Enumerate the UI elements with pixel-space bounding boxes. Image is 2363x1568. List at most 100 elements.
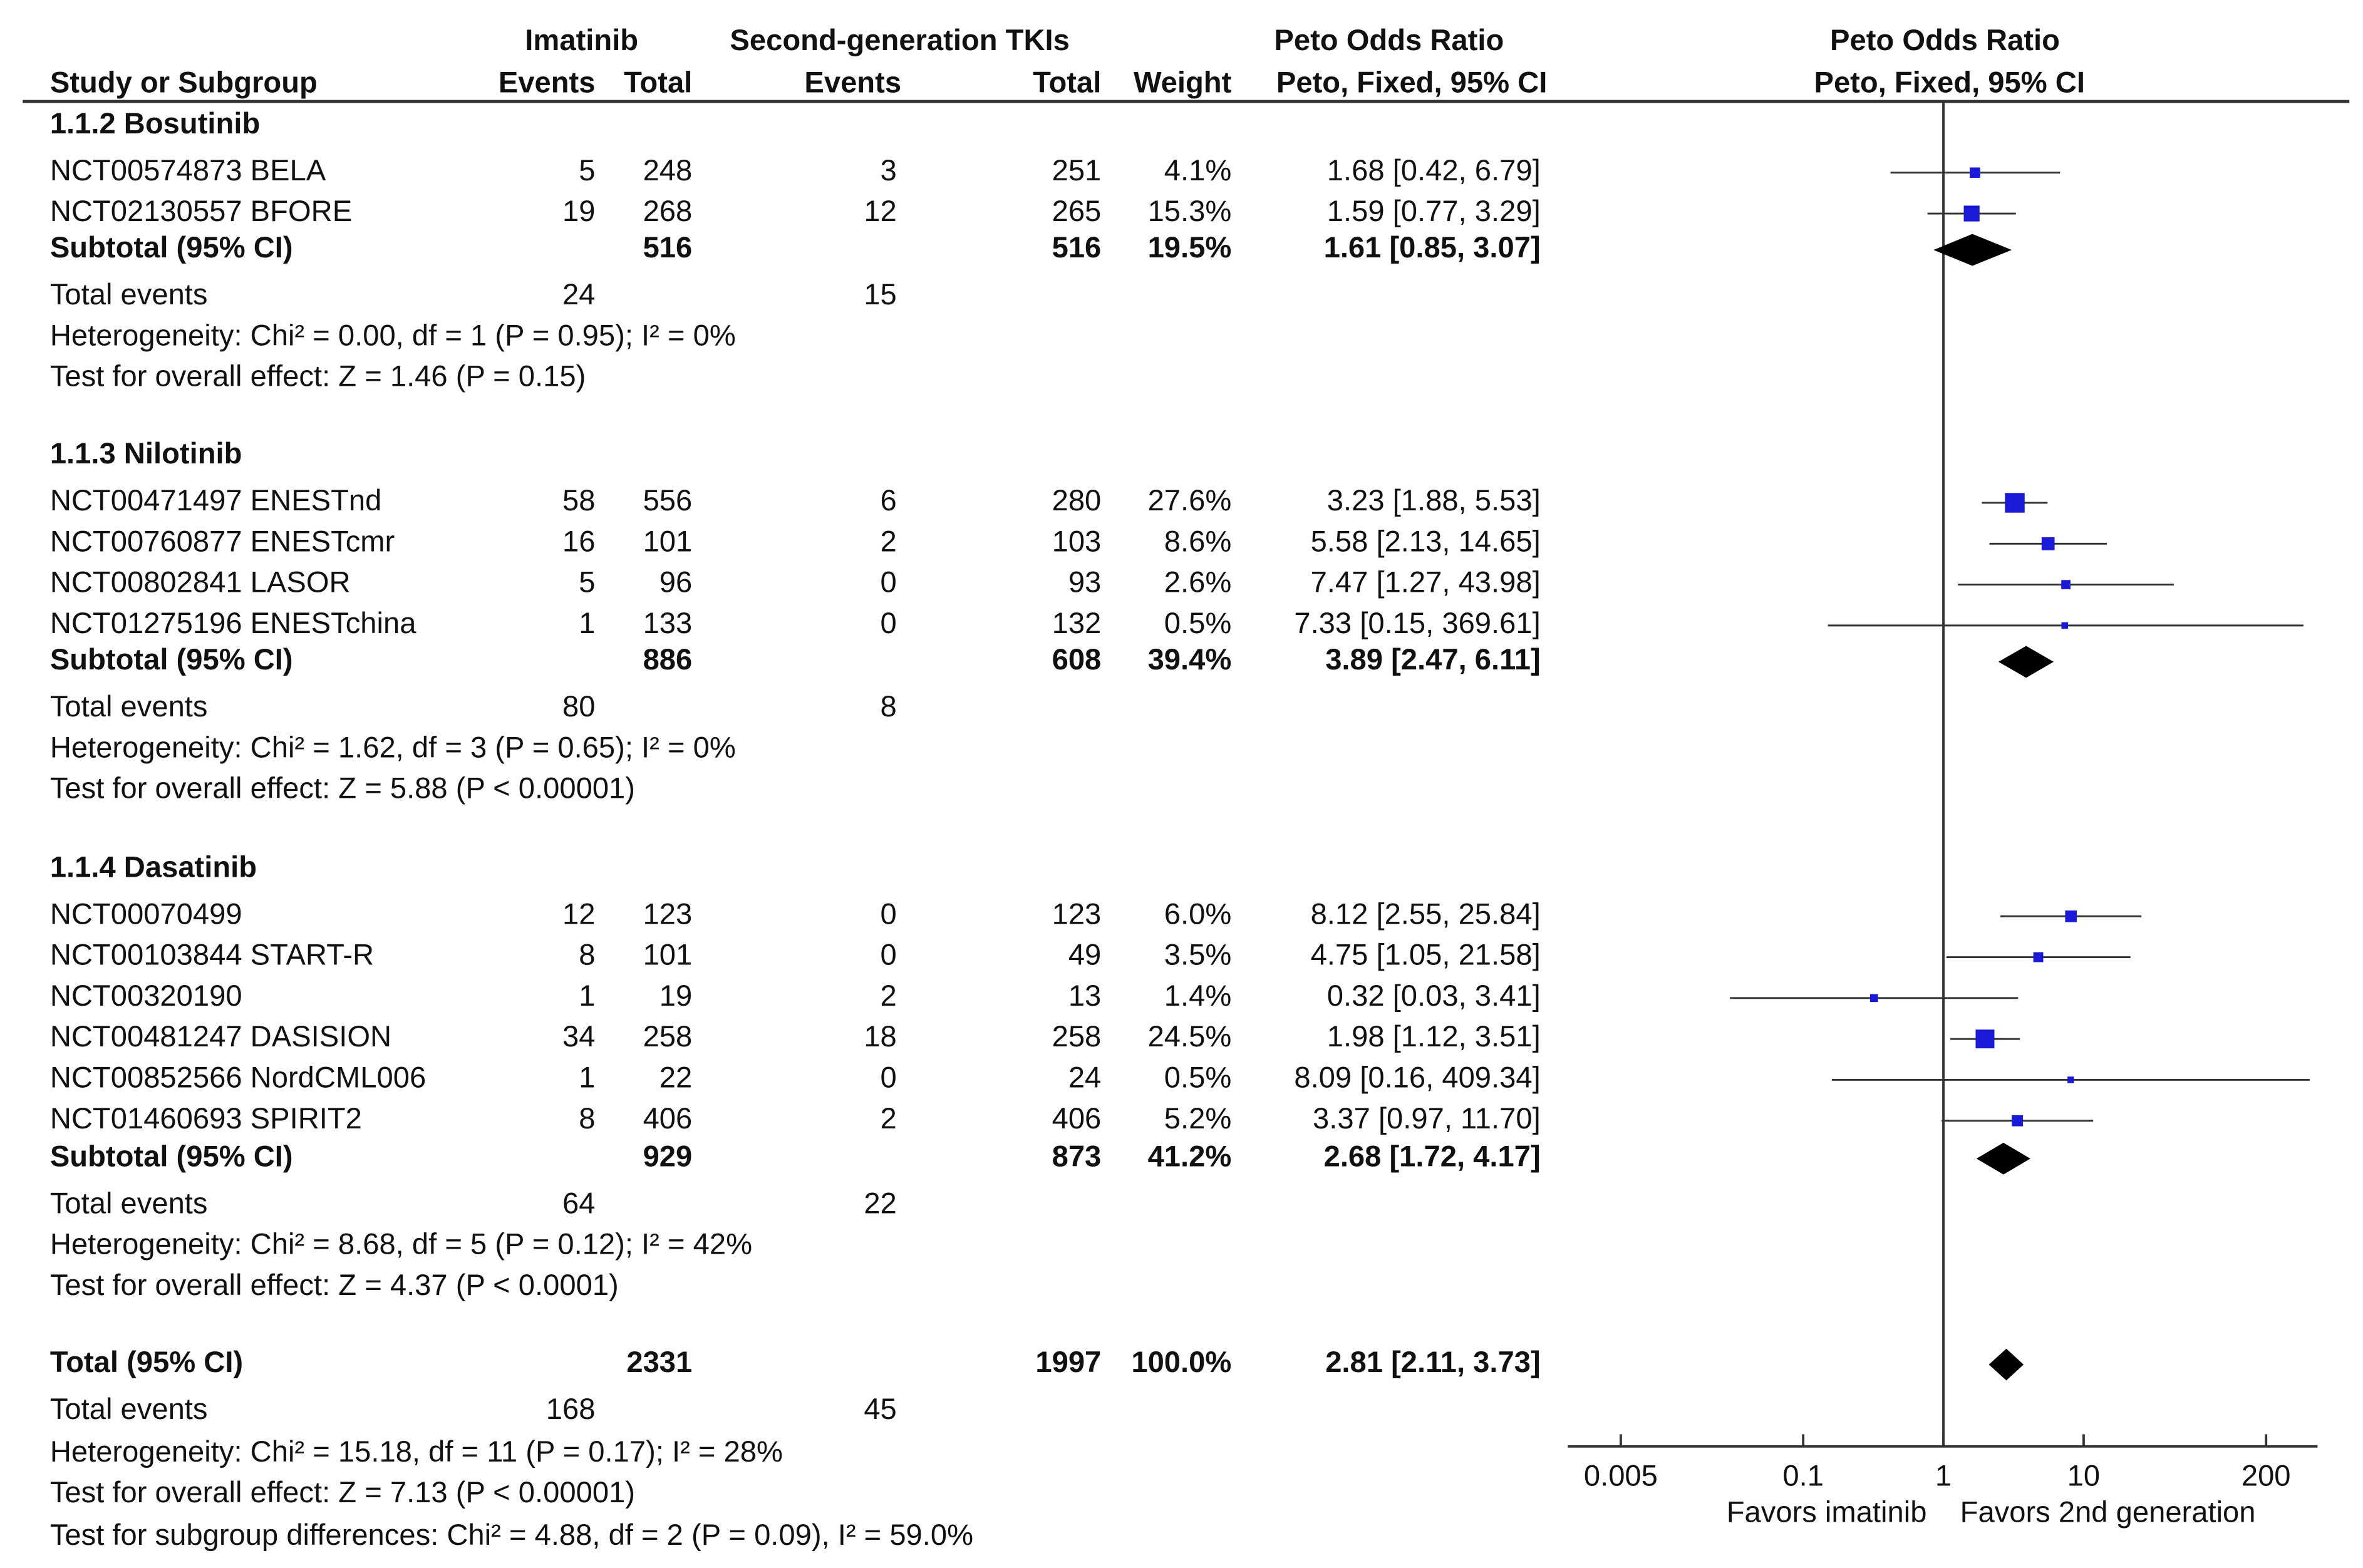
study-events1: 1 [579, 607, 596, 641]
study-total1: 556 [643, 484, 693, 518]
study-total2: 49 [1068, 939, 1102, 972]
study-events2: 12 [864, 195, 897, 229]
x-tick-label: 200 [2241, 1459, 2291, 1492]
study-point-square [2012, 1115, 2024, 1127]
study-name: NCT01275196 ENESTchina [49, 607, 416, 641]
study-weight: 15.3% [1147, 195, 1232, 229]
study-point-square [1963, 205, 1980, 222]
study-ci: 8.12 [2.55, 25.84] [1310, 898, 1541, 932]
study-events1: 8 [579, 1102, 596, 1136]
study-total2: 132 [1052, 607, 1102, 641]
study-total1: 133 [643, 607, 693, 641]
total-events2: 45 [864, 1393, 897, 1427]
subtotal-ci: 3.89 [2.47, 6.11] [1325, 643, 1541, 678]
study-name: NCT02130557 BFORE [49, 195, 353, 229]
subtotal-label: Subtotal (95% CI) [49, 232, 293, 266]
overall-effect-text: Test for overall effect: Z = 1.46 (P = 0… [49, 360, 586, 394]
total-events1: 24 [562, 279, 596, 312]
pooled-diamond [1933, 234, 2012, 266]
study-weight: 6.0% [1164, 898, 1232, 932]
study-point-square [2067, 1076, 2074, 1083]
total-events-label: Total events [49, 1187, 208, 1221]
total-ci: 2.81 [2.11, 3.73] [1325, 1346, 1541, 1380]
study-weight: 1.4% [1164, 979, 1232, 1014]
study-ci: 1.68 [0.42, 6.79] [1326, 154, 1541, 188]
subtotal-total2: 873 [1052, 1140, 1102, 1174]
study-events2: 18 [864, 1021, 897, 1055]
study-weight: 8.6% [1164, 525, 1232, 559]
study-total2: 24 [1068, 1061, 1102, 1095]
total-events2: 22 [864, 1187, 897, 1221]
pooled-diamond [1988, 1348, 2024, 1381]
study-ci: 8.09 [0.16, 409.34] [1294, 1061, 1541, 1095]
subtotal-total1: 929 [643, 1140, 693, 1174]
study-total2: 258 [1052, 1021, 1102, 1055]
pooled-diamond [1998, 646, 2054, 678]
total-events2: 8 [880, 690, 897, 725]
study-weight: 27.6% [1147, 484, 1232, 518]
study-total2: 123 [1052, 898, 1102, 932]
study-ci: 3.23 [1.88, 5.53] [1326, 484, 1541, 518]
header-total2: Total [1033, 66, 1102, 100]
total-label: Total (95% CI) [49, 1346, 244, 1380]
study-point-square [2041, 537, 2055, 550]
study-total1: 22 [659, 1061, 693, 1095]
study-weight: 4.1% [1164, 154, 1232, 188]
study-ci: 1.98 [1.12, 3.51] [1326, 1021, 1541, 1055]
study-events1: 12 [562, 898, 596, 932]
study-events1: 1 [579, 1061, 596, 1095]
study-weight: 0.5% [1164, 607, 1232, 641]
study-total2: 280 [1052, 484, 1102, 518]
study-name: NCT00852566 NordCML006 [49, 1061, 427, 1095]
subgroup-heading: 1.1.2 Bosutinib [49, 107, 261, 141]
subtotal-ci: 2.68 [1.72, 4.17] [1323, 1140, 1541, 1174]
subtotal-total2: 608 [1052, 643, 1102, 678]
study-point-square [1869, 994, 1878, 1003]
study-ci: 1.59 [0.77, 3.29] [1326, 195, 1541, 229]
study-events2: 6 [880, 484, 897, 518]
study-total2: 13 [1068, 979, 1102, 1014]
study-name: NCT00574873 BELA [49, 154, 326, 188]
study-ci: 0.32 [0.03, 3.41] [1326, 979, 1541, 1014]
study-ci: 4.75 [1.05, 21.58] [1310, 939, 1541, 972]
study-total1: 406 [643, 1102, 693, 1136]
study-events2: 2 [880, 525, 897, 559]
subtotal-weight: 19.5% [1147, 232, 1232, 266]
study-total1: 268 [643, 195, 693, 229]
subgroup-heading: 1.1.4 Dasatinib [49, 851, 257, 885]
study-weight: 24.5% [1147, 1021, 1232, 1055]
pooled-diamond [1976, 1142, 2030, 1175]
study-name: NCT01460693 SPIRIT2 [49, 1102, 362, 1136]
subtotal-label: Subtotal (95% CI) [49, 1140, 293, 1174]
study-ci: 5.58 [2.13, 14.65] [1310, 525, 1541, 559]
overall-effect-text: Test for overall effect: Z = 5.88 (P < 0… [49, 772, 635, 806]
study-total1: 96 [659, 566, 693, 600]
study-events1: 5 [579, 566, 596, 600]
study-total1: 123 [643, 898, 693, 932]
total-weight: 100.0% [1131, 1346, 1232, 1380]
x-tick-label: 10 [2067, 1459, 2100, 1492]
study-weight: 3.5% [1164, 939, 1232, 972]
study-events2: 0 [880, 1061, 897, 1095]
subtotal-weight: 41.2% [1147, 1140, 1232, 1174]
header-group1: Imatinib [525, 24, 639, 58]
overall-effect-text: Test for overall effect: Z = 4.37 (P < 0… [49, 1269, 619, 1302]
header-events2: Events [804, 66, 902, 100]
header-plot-title: Peto Odds Ratio [1830, 24, 2060, 58]
header-weight: Weight [1133, 66, 1232, 100]
study-events2: 0 [880, 566, 897, 600]
subgroup-heading: 1.1.3 Nilotinib [49, 437, 242, 472]
overall-effect-text: Test for overall effect: Z = 7.13 (P < 0… [49, 1477, 635, 1510]
study-events2: 0 [880, 607, 897, 641]
total-events-label: Total events [49, 279, 208, 312]
subtotal-total1: 516 [643, 232, 693, 266]
study-events2: 0 [880, 898, 897, 932]
study-name: NCT00760877 ENESTcmr [49, 525, 395, 559]
study-events2: 2 [880, 1102, 897, 1136]
subtotal-ci: 1.61 [0.85, 3.07] [1323, 232, 1541, 266]
study-ci: 7.47 [1.27, 43.98] [1310, 566, 1541, 600]
study-name: NCT00320190 [49, 979, 242, 1014]
study-name: NCT00481247 DASISION [49, 1021, 392, 1055]
study-point-square [2005, 493, 2025, 513]
